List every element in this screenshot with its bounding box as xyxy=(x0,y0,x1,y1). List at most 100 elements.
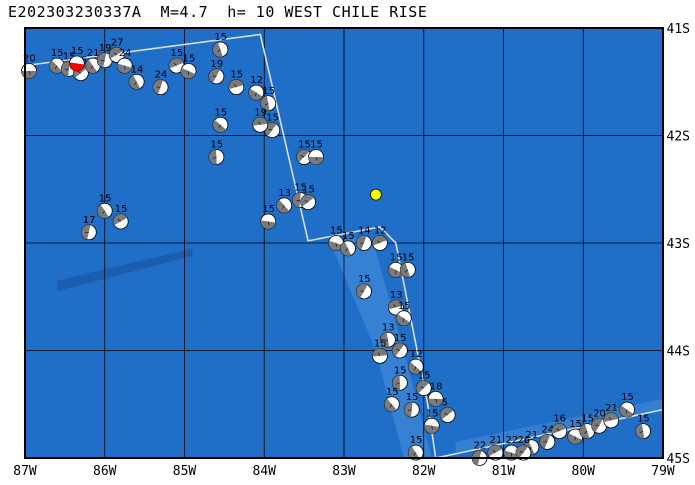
mechanism-depth-label: 21 xyxy=(605,403,618,414)
mechanism-depth-label: 15 xyxy=(410,435,423,446)
beachball-axis xyxy=(639,430,644,434)
beachball-compressional xyxy=(292,192,301,208)
beachball-compressional xyxy=(392,343,405,357)
beachball-axis xyxy=(267,221,270,226)
focal-mechanism: 15 xyxy=(212,107,229,133)
beachball-compressional xyxy=(113,214,128,226)
focal-mechanism: 24 xyxy=(116,48,133,74)
mechanism-depth-label: 15 xyxy=(394,333,407,344)
focal-mechanism: 15 xyxy=(180,54,197,79)
focal-mechanism: 5 xyxy=(439,398,456,423)
beachball-axis xyxy=(396,382,400,385)
beachball-compressional xyxy=(69,62,85,71)
focal-mechanism: 15 xyxy=(619,392,636,418)
mechanism-depth-label: 20 xyxy=(23,54,36,65)
focal-mechanism: 14 xyxy=(356,226,372,251)
beachball-compressional xyxy=(169,58,184,69)
beachball-axis xyxy=(556,428,560,432)
beachball-compressional xyxy=(81,224,91,240)
focal-mechanism: 15 xyxy=(387,252,404,278)
beachball-compressional xyxy=(380,332,390,348)
beachball-axis xyxy=(444,412,448,416)
focal-mechanism: 21 xyxy=(603,403,620,429)
mechanism-depth-label: 15 xyxy=(214,32,227,43)
beachball-axis xyxy=(90,65,94,69)
focal-mechanism: 15 xyxy=(391,365,408,391)
lon-tick-label: 82W xyxy=(412,464,436,479)
focal-mechanism: 15 xyxy=(68,46,85,72)
beachball-compressional xyxy=(228,79,244,90)
mechanism-depth-label: 21 xyxy=(87,48,100,59)
focal-mechanism: 15 xyxy=(383,387,400,413)
beachball-axis xyxy=(264,102,269,106)
beachball-compressional xyxy=(252,117,268,126)
beachball-compressional xyxy=(400,262,411,278)
beachball-compressional xyxy=(388,300,404,310)
beachball-compressional xyxy=(109,47,124,59)
mechanism-depth-label: 22 xyxy=(474,441,487,452)
focal-mechanism: 15 xyxy=(260,204,277,230)
focal-mechanism: 24 xyxy=(539,424,556,450)
beachball-axis xyxy=(268,128,273,131)
beachball-axis xyxy=(300,155,305,158)
mechanism-depth-label: 15 xyxy=(262,204,275,215)
mechanism-depth-label: 15 xyxy=(374,338,387,349)
lon-tick-label: 79W xyxy=(651,464,675,479)
focal-mechanism: 15 xyxy=(340,231,356,257)
mechanism-depth-label: 15 xyxy=(63,51,76,62)
beachball-compressional xyxy=(117,63,132,74)
beachball-axis xyxy=(584,430,588,434)
beachball-axis xyxy=(431,425,433,430)
beachball-axis xyxy=(218,124,221,129)
beachball-axis xyxy=(55,65,58,70)
beachball-axis xyxy=(101,59,105,62)
focal-mechanism: 13 xyxy=(379,322,396,348)
mechanism-depth-label: 19 xyxy=(254,107,267,118)
beachball-compressional xyxy=(424,424,440,434)
beachball-axis xyxy=(296,199,301,202)
beachball-axis xyxy=(102,210,105,215)
lon-tick-label: 87W xyxy=(13,464,37,479)
focal-mechanism: 15 xyxy=(423,408,440,434)
focal-mechanism: 15 xyxy=(96,193,113,219)
beachball-compressional xyxy=(129,75,141,90)
mechanism-depth-label: 15 xyxy=(637,414,650,425)
mechanism-depth-label: 15 xyxy=(358,274,371,285)
mechanism-depth-label: 15 xyxy=(402,252,415,263)
mechanism-depth-label: 21 xyxy=(490,435,503,446)
beachball-axis xyxy=(345,248,349,252)
mechanism-depth-label: 15 xyxy=(621,392,634,403)
focal-mechanism: 15 xyxy=(308,140,324,165)
beachball-axis xyxy=(595,424,600,427)
mechanism-depth-label: 19 xyxy=(99,43,112,54)
beachball-axis xyxy=(217,49,221,53)
beachball-compressional xyxy=(515,445,529,459)
beachball-axis xyxy=(396,349,400,351)
mechanism-depth-label: 15 xyxy=(294,183,307,194)
mechanism-depth-label: 12 xyxy=(374,226,387,237)
mechanism-depth-label: 15 xyxy=(426,408,439,419)
mechanism-depth-label: 13 xyxy=(382,322,395,333)
lat-tick-label: 41S xyxy=(667,22,690,37)
mechanism-depth-label: 15 xyxy=(71,46,84,57)
beachball-compressional xyxy=(300,194,315,207)
focal-mechanism: 26 xyxy=(515,435,532,461)
mechanism-depth-label: 15 xyxy=(99,193,112,204)
mechanism-depth-label: 17 xyxy=(83,215,96,226)
focal-mechanism: 15 xyxy=(300,185,317,211)
beachball-axis xyxy=(85,231,89,234)
mechanism-depth-label: 15 xyxy=(330,226,343,237)
beachball-compressional xyxy=(408,446,420,461)
beachball-axis xyxy=(360,290,364,292)
lon-tick-label: 85W xyxy=(173,464,197,479)
focal-mechanism: 20 xyxy=(591,408,608,434)
beachball-compressional xyxy=(603,412,619,423)
mechanism-depth-label: 15 xyxy=(581,414,594,425)
mechanism-depth-label: 15 xyxy=(390,252,403,263)
epicenter-marker xyxy=(369,188,382,201)
focal-mechanism: 15 xyxy=(403,392,420,418)
beachball-compressional xyxy=(61,61,70,77)
beachball-axis xyxy=(402,318,405,322)
focal-mechanism: 15 xyxy=(399,252,416,278)
beachball-axis xyxy=(173,62,177,66)
